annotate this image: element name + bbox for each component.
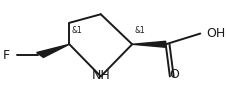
Polygon shape xyxy=(37,44,69,57)
Text: F: F xyxy=(2,49,10,61)
Text: NH: NH xyxy=(91,69,110,82)
Text: OH: OH xyxy=(206,27,225,40)
Polygon shape xyxy=(132,41,165,47)
Text: O: O xyxy=(168,68,178,81)
Text: &1: &1 xyxy=(134,26,144,35)
Text: &1: &1 xyxy=(71,26,82,35)
